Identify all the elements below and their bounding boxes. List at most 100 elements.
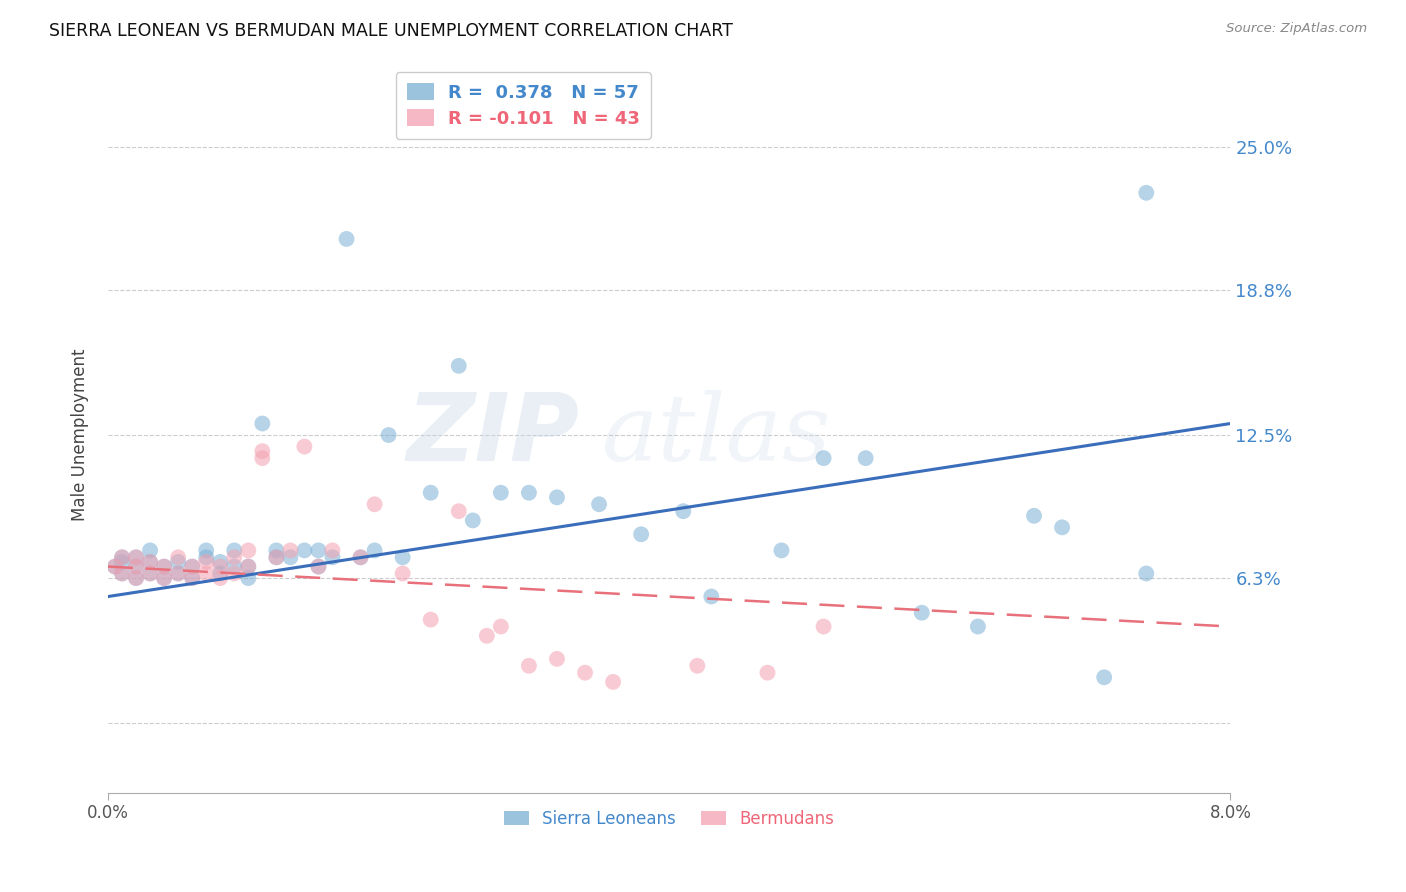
Point bbox=[209, 571, 232, 585]
Point bbox=[349, 550, 371, 565]
Point bbox=[419, 613, 441, 627]
Point bbox=[125, 571, 148, 585]
Point bbox=[517, 485, 540, 500]
Point bbox=[546, 652, 568, 666]
Point bbox=[588, 497, 610, 511]
Point bbox=[911, 606, 934, 620]
Point bbox=[224, 559, 246, 574]
Point bbox=[1092, 670, 1115, 684]
Point bbox=[967, 619, 990, 633]
Text: ZIP: ZIP bbox=[406, 389, 579, 481]
Point bbox=[111, 555, 134, 569]
Point bbox=[209, 555, 232, 569]
Y-axis label: Male Unemployment: Male Unemployment bbox=[72, 349, 89, 521]
Point bbox=[125, 571, 148, 585]
Point bbox=[224, 543, 246, 558]
Point bbox=[377, 428, 399, 442]
Point bbox=[104, 559, 127, 574]
Point bbox=[125, 550, 148, 565]
Point bbox=[139, 566, 162, 581]
Point bbox=[111, 550, 134, 565]
Point bbox=[307, 559, 329, 574]
Point bbox=[111, 566, 134, 581]
Point bbox=[700, 590, 723, 604]
Point bbox=[475, 629, 498, 643]
Point bbox=[391, 566, 413, 581]
Point bbox=[224, 566, 246, 581]
Point bbox=[104, 559, 127, 574]
Legend: Sierra Leoneans, Bermudans: Sierra Leoneans, Bermudans bbox=[498, 803, 841, 834]
Point bbox=[139, 555, 162, 569]
Point bbox=[238, 559, 260, 574]
Point bbox=[111, 550, 134, 565]
Point bbox=[294, 543, 316, 558]
Point bbox=[167, 555, 190, 569]
Point bbox=[195, 550, 218, 565]
Point bbox=[813, 619, 835, 633]
Point bbox=[125, 559, 148, 574]
Point bbox=[461, 513, 484, 527]
Point bbox=[307, 559, 329, 574]
Point bbox=[153, 559, 176, 574]
Point bbox=[266, 550, 288, 565]
Point bbox=[363, 543, 385, 558]
Point bbox=[855, 451, 877, 466]
Point bbox=[209, 559, 232, 574]
Point bbox=[574, 665, 596, 680]
Point bbox=[238, 559, 260, 574]
Point bbox=[321, 550, 343, 565]
Point bbox=[335, 232, 357, 246]
Point bbox=[181, 571, 204, 585]
Point bbox=[1022, 508, 1045, 523]
Point bbox=[630, 527, 652, 541]
Text: Source: ZipAtlas.com: Source: ZipAtlas.com bbox=[1226, 22, 1367, 36]
Point bbox=[195, 555, 218, 569]
Point bbox=[813, 451, 835, 466]
Point bbox=[238, 543, 260, 558]
Point bbox=[391, 550, 413, 565]
Point bbox=[252, 417, 274, 431]
Text: atlas: atlas bbox=[602, 390, 831, 480]
Point bbox=[266, 543, 288, 558]
Point bbox=[153, 571, 176, 585]
Point bbox=[125, 550, 148, 565]
Point bbox=[1135, 186, 1157, 200]
Point bbox=[489, 619, 512, 633]
Point bbox=[602, 674, 624, 689]
Point bbox=[349, 550, 371, 565]
Point bbox=[280, 550, 302, 565]
Point bbox=[167, 550, 190, 565]
Point bbox=[252, 451, 274, 466]
Point bbox=[266, 550, 288, 565]
Point bbox=[167, 566, 190, 581]
Point bbox=[307, 543, 329, 558]
Point bbox=[125, 559, 148, 574]
Point bbox=[167, 566, 190, 581]
Point bbox=[517, 658, 540, 673]
Point bbox=[238, 571, 260, 585]
Point bbox=[321, 543, 343, 558]
Point bbox=[181, 559, 204, 574]
Point bbox=[181, 559, 204, 574]
Point bbox=[224, 550, 246, 565]
Point bbox=[280, 543, 302, 558]
Point bbox=[546, 491, 568, 505]
Point bbox=[770, 543, 793, 558]
Point bbox=[139, 555, 162, 569]
Point bbox=[181, 571, 204, 585]
Point bbox=[1050, 520, 1073, 534]
Point bbox=[195, 543, 218, 558]
Point bbox=[111, 566, 134, 581]
Point bbox=[209, 566, 232, 581]
Point bbox=[153, 571, 176, 585]
Point bbox=[447, 359, 470, 373]
Point bbox=[419, 485, 441, 500]
Point bbox=[363, 497, 385, 511]
Text: SIERRA LEONEAN VS BERMUDAN MALE UNEMPLOYMENT CORRELATION CHART: SIERRA LEONEAN VS BERMUDAN MALE UNEMPLOY… bbox=[49, 22, 733, 40]
Point bbox=[139, 543, 162, 558]
Point bbox=[153, 559, 176, 574]
Point bbox=[1135, 566, 1157, 581]
Point bbox=[195, 566, 218, 581]
Point bbox=[756, 665, 779, 680]
Point bbox=[447, 504, 470, 518]
